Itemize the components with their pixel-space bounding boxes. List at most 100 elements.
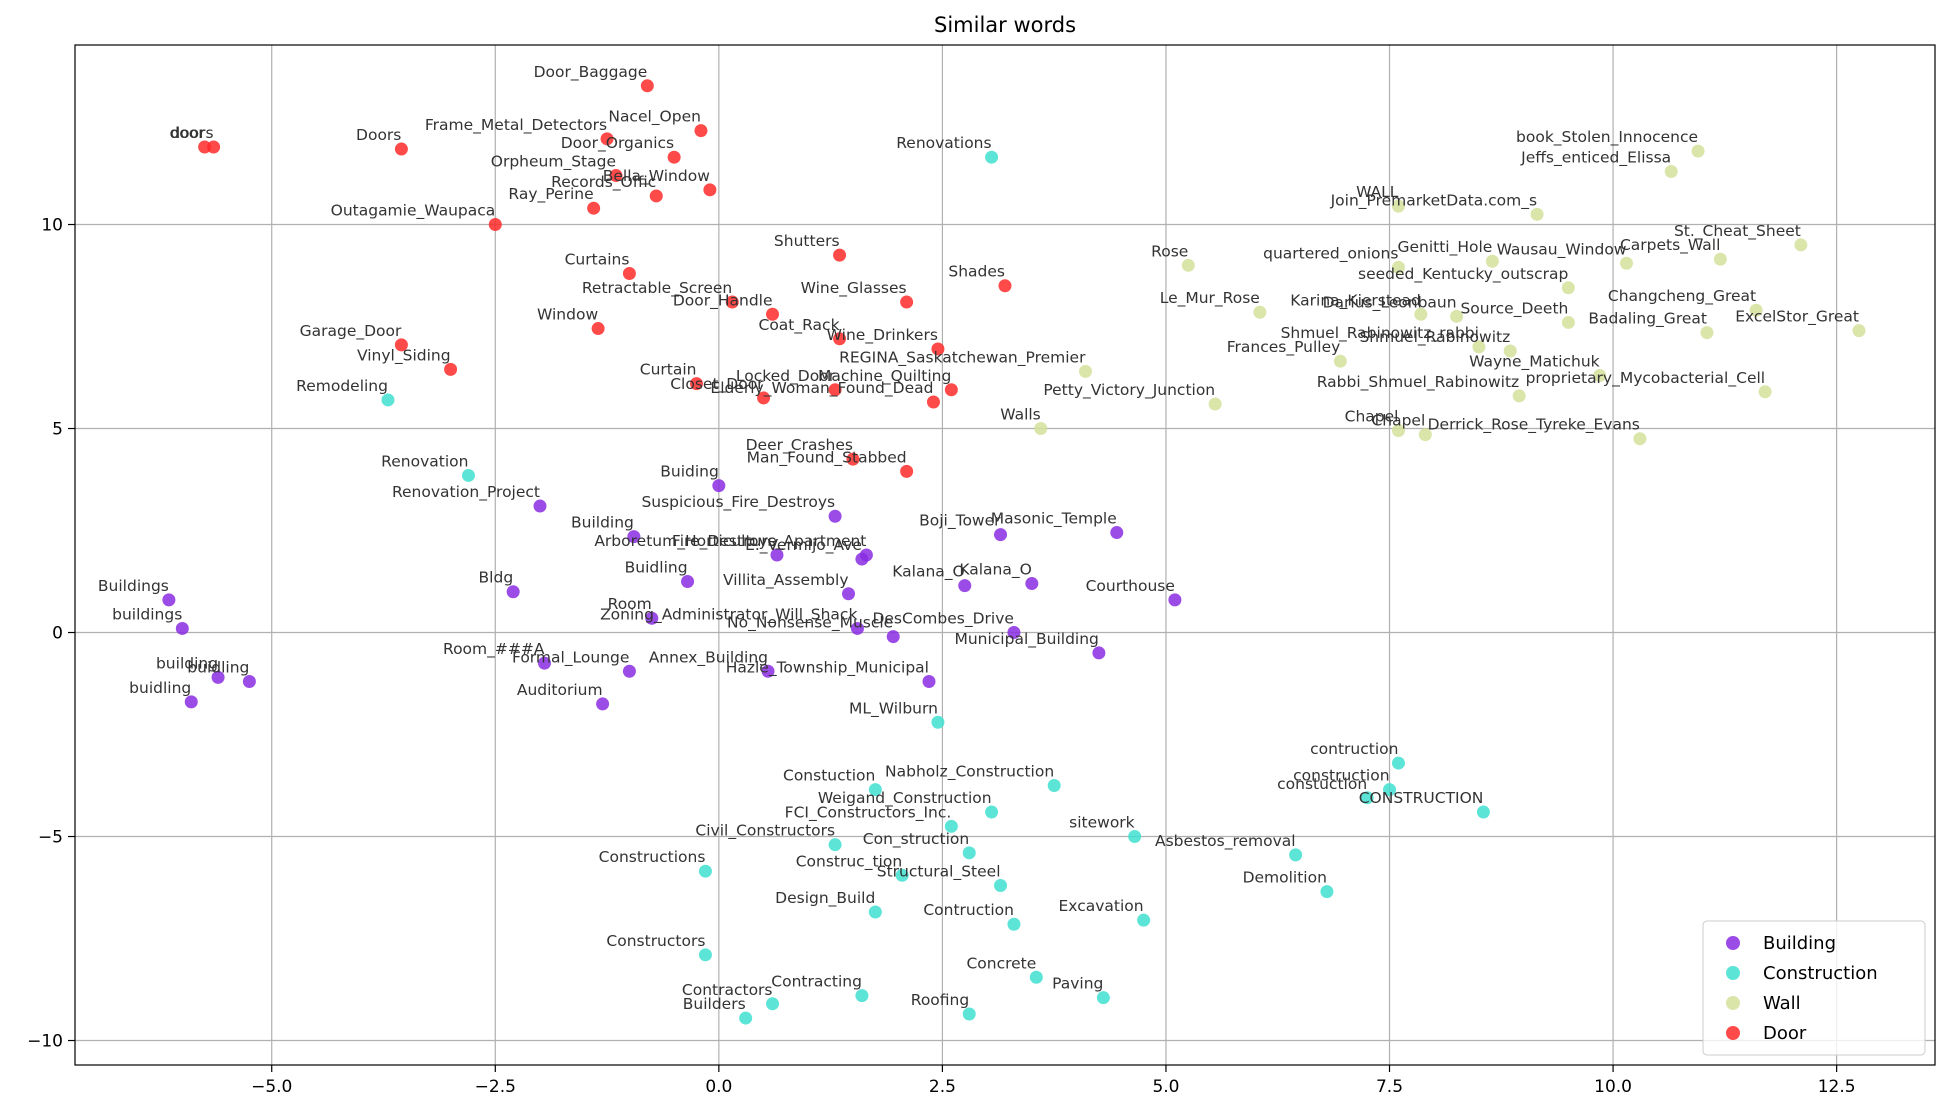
construction-point	[962, 846, 976, 860]
y-tick-label: 0	[52, 624, 63, 644]
construction-point-label: FCI_Constructors_Inc.	[785, 803, 952, 822]
building-point-label: Kalana_O	[892, 563, 964, 582]
construction-point-label: Builders	[683, 995, 746, 1013]
door-point-label: Elderly_Woman_Found_Dead	[710, 379, 933, 398]
building-point	[627, 530, 641, 544]
door-point	[926, 395, 940, 409]
construction-point	[855, 989, 869, 1003]
building-point-label: Building	[571, 514, 634, 532]
door-point-label: Window	[537, 306, 598, 324]
door-point	[900, 295, 914, 309]
building-point-label: Municipal_Building	[954, 630, 1098, 649]
x-tick-label: 2.5	[929, 1077, 956, 1097]
door-point	[833, 332, 847, 346]
building-point-label: Kalana_O	[959, 561, 1031, 580]
point-labels: Buildingsbuildingsbuildingbuidlingbuidli…	[98, 63, 1859, 1013]
wall-point	[1691, 144, 1705, 158]
construction-point-label: Design_Build	[775, 889, 875, 908]
door-point	[846, 452, 860, 466]
door-point-label: Outagamie_Waupaca	[331, 202, 496, 221]
door-point-label: Orpheum_Stage	[491, 153, 616, 172]
door-point-label: Shutters	[774, 232, 840, 250]
construction-point-label: Con_struction	[863, 830, 969, 849]
building-point-label: DesCombes_Drive	[872, 610, 1013, 629]
wall-point	[1619, 256, 1633, 270]
building-point-label: Annex_Building	[649, 648, 768, 667]
door-point-label: Door_Baggage	[534, 63, 648, 82]
door-point	[766, 307, 779, 321]
building-point-label: Renovation_Project	[392, 483, 540, 502]
building-point	[850, 621, 864, 635]
wall-point-label: Derrick_Rose_Tyreke_Evans	[1428, 416, 1640, 435]
building-point	[242, 674, 256, 688]
legend-marker	[1726, 1026, 1740, 1040]
legend-box	[1702, 920, 1926, 1056]
construction-point	[985, 805, 999, 819]
wall-point-label: Chapel	[1371, 412, 1425, 430]
door-point	[444, 362, 458, 376]
building-point	[712, 479, 726, 493]
construction-point-label: Excavation	[1059, 897, 1144, 915]
building-point-label: Buiding	[660, 463, 719, 481]
construction-point-label: Constuction	[783, 767, 875, 785]
wall-point-label: Wayne_Matichuk	[1469, 352, 1600, 371]
chart-title: Similar words	[934, 13, 1076, 37]
construction-point-label: construction	[1293, 767, 1389, 785]
legend: Building Construction Wall Door	[1702, 920, 1926, 1056]
door-point	[488, 218, 502, 232]
x-tick-label: 12.5	[1818, 1077, 1856, 1097]
door-point-label: Man_Found_Stabbed	[747, 448, 907, 467]
wall-point	[1713, 252, 1727, 266]
construction-point-label: Constructions	[599, 848, 706, 866]
door-point	[622, 266, 636, 280]
wall-point-label: Le_Mur_Rose	[1160, 289, 1260, 308]
legend-label: Building	[1763, 933, 1836, 954]
building-point-label: Courthouse	[1086, 577, 1175, 595]
building-point	[622, 664, 636, 678]
door-point-label: Wine_Drinkers	[827, 326, 938, 345]
wall-point-label: REGINA_Saskatchewan_Premier	[839, 348, 1086, 367]
building-point-label: building	[156, 654, 218, 672]
door-point	[998, 279, 1012, 293]
wall-point-label: Frances_Pulley	[1227, 338, 1341, 357]
door-point	[944, 383, 958, 397]
wall-point-label: seeded_Kentucky_outscrap	[1358, 265, 1568, 284]
door-point-label: Frame_Metal_Detectors	[425, 116, 607, 135]
door-point	[725, 295, 739, 309]
wall-point	[1418, 428, 1432, 442]
construction-point-label: Constructors	[606, 932, 705, 950]
building-point-label: Boji_Tower	[919, 512, 1001, 531]
door-point	[207, 140, 221, 154]
door-point	[828, 383, 842, 397]
building-point-label: Villita_Assembly	[723, 571, 849, 590]
building-point	[1110, 526, 1124, 540]
wall-point-label: Genitti_Hole	[1397, 238, 1492, 257]
door-point	[667, 150, 681, 164]
wall-point-label: Carpets_Wall	[1620, 236, 1720, 255]
door-point-label: Locked_Door	[736, 367, 836, 386]
door-point-label: Curtain	[640, 361, 697, 379]
door-point	[394, 338, 408, 352]
door-point	[757, 391, 771, 405]
wall-point-label: St._Cheat_Sheet	[1674, 222, 1801, 241]
door-point-label: Coat_Rack	[759, 316, 840, 335]
construction-point	[828, 838, 842, 852]
wall-point	[1472, 340, 1486, 354]
construction-point-label: Concrete	[966, 954, 1036, 972]
wall-point	[1034, 422, 1048, 436]
building-point-label: Bldg	[479, 569, 514, 587]
building-point-label: Room_###A	[443, 640, 545, 659]
wall-point-label: Walls	[1000, 406, 1041, 424]
wall-point-label: Rose	[1151, 242, 1188, 260]
wall-point	[1391, 199, 1405, 213]
construction-point	[868, 783, 882, 797]
y-tick-label: −10	[27, 1032, 63, 1052]
wall-point	[1530, 207, 1544, 221]
wall-point-label: quartered_onions	[1263, 244, 1398, 263]
building-point	[506, 585, 520, 599]
wall-point-label: Badaling_Great	[1588, 310, 1707, 329]
building-point-label: Buildings	[98, 577, 169, 595]
building-point-label: Zoning_Administrator_Will_Shack	[600, 605, 857, 624]
x-tick-label: 5.0	[1152, 1077, 1179, 1097]
construction-point-label: Contracting	[771, 973, 862, 991]
